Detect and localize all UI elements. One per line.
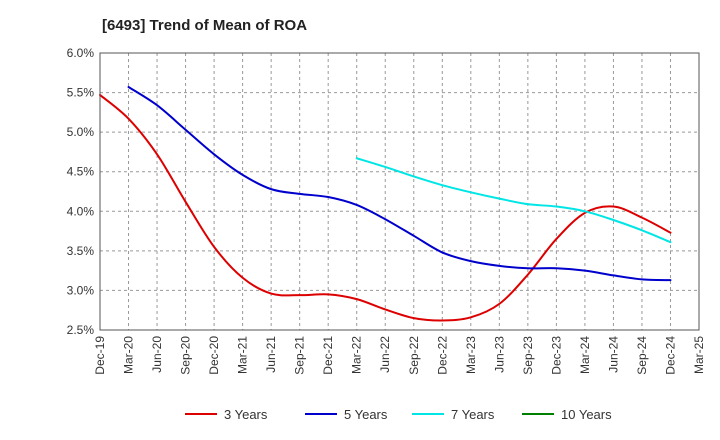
y-tick-label: 2.5% bbox=[67, 323, 95, 337]
x-tick-label: Sep-23 bbox=[521, 336, 535, 375]
x-tick-label: Sep-21 bbox=[293, 336, 307, 375]
legend-label: 10 Years bbox=[561, 407, 612, 422]
x-tick-label: Mar-22 bbox=[350, 336, 364, 374]
series-line-3-years bbox=[99, 93, 672, 322]
x-tick-label: Jun-20 bbox=[150, 336, 164, 373]
y-tick-label: 5.5% bbox=[67, 86, 95, 100]
x-axis-ticks: Dec-19 Mar-20 Jun-20 Sep-20 Dec-20 Mar-21 Jun-… bbox=[93, 336, 706, 375]
x-tick-label: Mar-24 bbox=[578, 336, 592, 374]
x-tick-label: Sep-22 bbox=[407, 336, 421, 375]
x-tick-label: Dec-20 bbox=[207, 336, 221, 375]
x-tick-label: Mar-23 bbox=[464, 336, 478, 374]
y-axis-ticks: 2.5% 3.0% 3.5% 4.0% 4.5% 5.0% 5.5% 6.0% bbox=[67, 46, 95, 337]
x-tick-label: Dec-21 bbox=[321, 336, 335, 375]
legend-label: 3 Years bbox=[224, 407, 268, 422]
x-tick-label: Dec-23 bbox=[549, 336, 563, 375]
y-tick-label: 5.0% bbox=[67, 125, 95, 139]
series-line-5-years bbox=[127, 86, 672, 282]
y-tick-label: 4.5% bbox=[67, 165, 95, 179]
x-tick-label: Mar-20 bbox=[122, 336, 136, 374]
x-tick-label: Dec-19 bbox=[93, 336, 107, 375]
x-tick-label: Dec-22 bbox=[435, 336, 449, 375]
x-tick-label: Jun-23 bbox=[492, 336, 506, 373]
x-tick-label: Sep-20 bbox=[179, 336, 193, 375]
y-tick-label: 3.0% bbox=[67, 283, 95, 297]
plot-area-border bbox=[99, 52, 700, 331]
y-tick-label: 4.0% bbox=[67, 204, 95, 218]
chart-title: [6493] Trend of Mean of ROA bbox=[102, 17, 307, 34]
x-tick-label: Jun-24 bbox=[606, 336, 620, 373]
x-tick-label: Dec-24 bbox=[663, 336, 677, 375]
legend-label: 7 Years bbox=[451, 407, 495, 422]
y-tick-label: 6.0% bbox=[67, 46, 95, 60]
x-tick-label: Mar-25 bbox=[692, 336, 706, 374]
x-tick-label: Jun-22 bbox=[378, 336, 392, 373]
x-tick-label: Mar-21 bbox=[236, 336, 250, 374]
series-lines bbox=[99, 86, 672, 322]
series-line-7-years bbox=[355, 157, 672, 244]
x-tick-label: Sep-24 bbox=[635, 336, 649, 375]
legend-label: 5 Years bbox=[344, 407, 388, 422]
x-tick-label: Jun-21 bbox=[264, 336, 278, 373]
grid bbox=[99, 52, 700, 331]
y-tick-label: 3.5% bbox=[67, 244, 95, 258]
legend: 3 Years 5 Years 7 Years 10 Years bbox=[185, 407, 612, 422]
